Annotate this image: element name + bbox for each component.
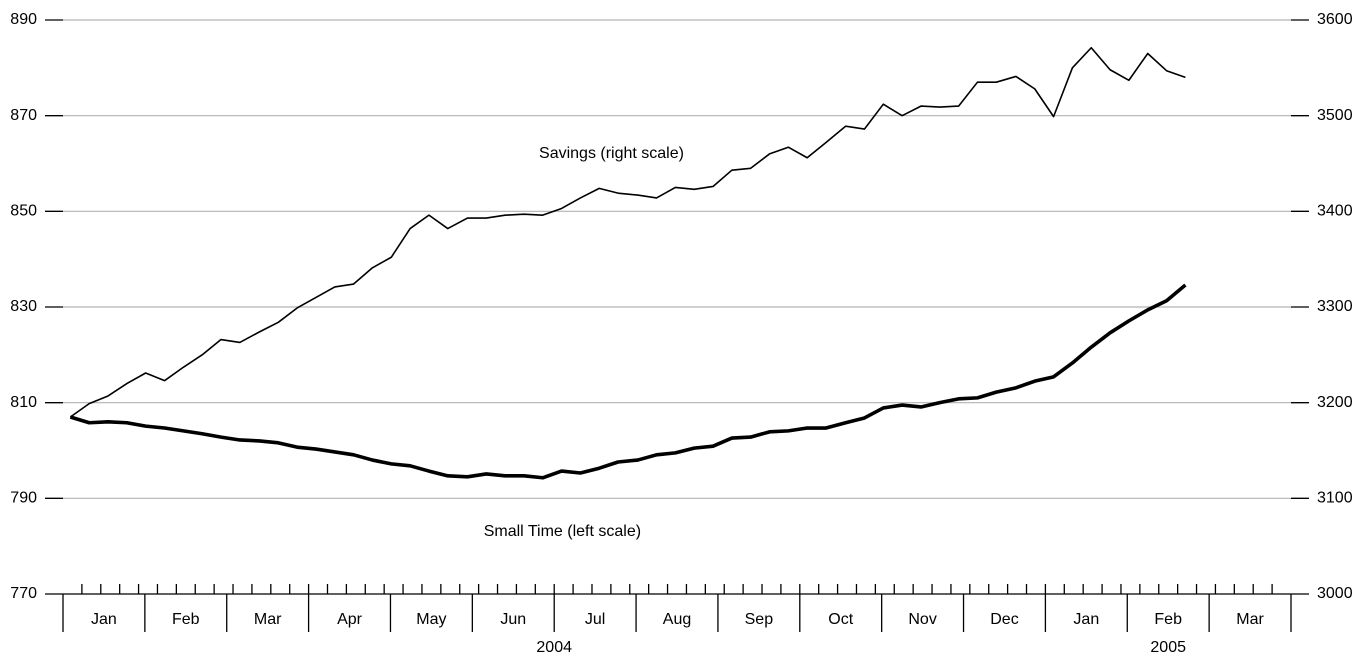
x-tick-label: Feb <box>172 611 200 628</box>
x-tick-label: Jun <box>500 611 526 628</box>
y-tick-label: 770 <box>10 585 37 602</box>
x-tick-label: May <box>416 611 446 628</box>
y-tick-label: 850 <box>10 203 37 220</box>
y2-tick-label: 3600 <box>1317 11 1353 28</box>
y2-tick-label: 3200 <box>1317 394 1353 411</box>
series-line <box>69 283 1187 480</box>
annotation: Savings (right scale) <box>539 145 684 162</box>
y-tick-label: 790 <box>10 490 37 507</box>
x-group-label: 2005 <box>1150 639 1186 656</box>
y2-tick-label: 3100 <box>1317 490 1353 507</box>
x-tick-label: Feb <box>1154 611 1182 628</box>
y2-tick-label: 3000 <box>1317 585 1353 602</box>
x-tick-label: Jan <box>1073 611 1099 628</box>
x-tick-label: Sep <box>745 611 774 628</box>
x-tick-label: Mar <box>1236 611 1264 628</box>
y-tick-label: 830 <box>10 298 37 315</box>
x-tick-label: Jul <box>585 611 605 628</box>
y-tick-label: 810 <box>10 394 37 411</box>
x-tick-label: Mar <box>254 611 282 628</box>
y2-tick-label: 3300 <box>1317 298 1353 315</box>
annotation: Small Time (left scale) <box>484 523 641 540</box>
y2-tick-label: 3500 <box>1317 107 1353 124</box>
y2-tick-label: 3400 <box>1317 203 1353 220</box>
x-group-label: 2004 <box>536 639 572 656</box>
series-line <box>69 46 1186 418</box>
x-tick-label: Nov <box>908 611 936 628</box>
x-tick-label: Oct <box>828 611 853 628</box>
y-tick-label: 890 <box>10 11 37 28</box>
y-tick-label: 870 <box>10 107 37 124</box>
x-tick-label: Apr <box>337 611 363 628</box>
x-tick-label: Dec <box>990 611 1018 628</box>
x-tick-label: Aug <box>663 611 691 628</box>
x-tick-label: Jan <box>91 611 117 628</box>
